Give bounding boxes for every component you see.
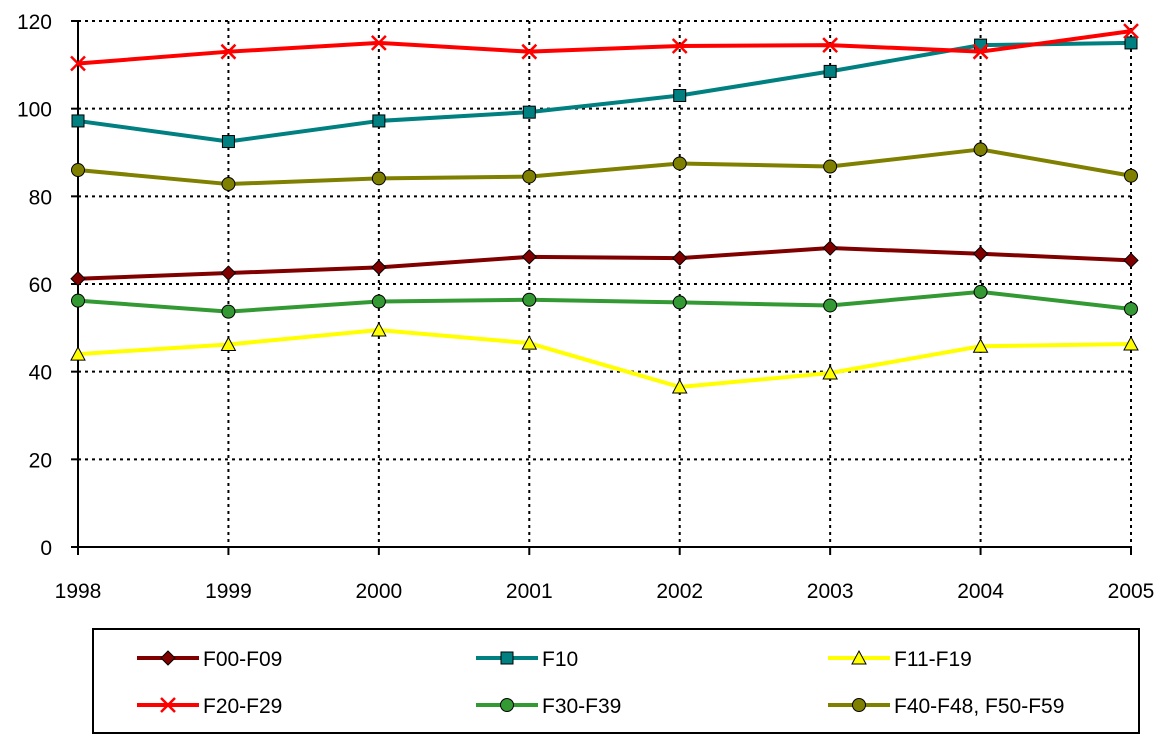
legend-entry-2: F11-F19 [828,648,972,671]
x-tick-label-1999: 1999 [205,580,252,603]
legend-marker-0 [160,650,176,666]
y-tick-label-0: 0 [40,537,52,560]
y-tick-label-80: 80 [29,186,52,209]
x-tick-label-2004: 2004 [957,580,1004,603]
legend-label-0: F00-F09 [203,648,282,671]
data-point-1-1 [221,135,235,149]
legend-entry-4: F30-F39 [476,695,621,718]
data-point-1-2 [372,114,386,128]
data-point-5-1 [221,177,236,192]
y-tick-label-100: 100 [17,99,52,122]
series-4 [71,284,1138,319]
data-point-4-0 [71,293,85,308]
series-line-2 [77,328,1132,390]
data-point-5-4 [672,156,687,171]
data-point-3-4 [671,38,688,54]
legend-marker-3 [160,697,176,713]
legend-entry-1: F10 [476,648,578,671]
data-point-2-1 [220,336,237,351]
y-tick-label-60: 60 [29,274,52,297]
data-point-1-5 [823,64,837,78]
data-point-2-4 [671,378,688,394]
data-point-3-1 [220,43,237,60]
series-line-4 [77,289,1132,314]
x-tick-label-2001: 2001 [506,580,553,603]
x-tick-label-1998: 1998 [55,580,102,603]
series-0 [70,240,1139,287]
data-point-3-0 [70,55,86,72]
data-point-5-6 [973,142,988,157]
data-point-4-5 [823,298,838,313]
data-point-4-7 [1124,301,1138,316]
legend-marker-1 [500,651,514,665]
legend-marker-2 [851,649,867,665]
data-point-5-5 [823,159,838,174]
legend-label-3: F20-F29 [203,695,282,718]
series-line-5 [77,147,1132,187]
data-point-3-7 [1123,23,1139,39]
tick-labels: 0 20 40 60 80 100 120 1998 1999 2000 2001 2002 2003 2… [17,11,1154,603]
data-point-0-3 [521,249,537,265]
x-tick-label-2005: 2005 [1108,580,1155,603]
y-tick-label-40: 40 [29,362,52,385]
chart-grid [78,20,1132,547]
series-line-3 [77,29,1132,66]
data-point-5-3 [522,169,537,184]
data-point-2-2 [371,321,387,337]
data-point-5-0 [71,163,85,178]
data-point-4-3 [522,292,537,307]
y-tick-label-120: 120 [17,11,52,34]
x-tick-label-2003: 2003 [807,580,854,603]
data-point-2-7 [1123,335,1139,351]
y-tick-label-20: 20 [29,449,52,472]
data-point-2-5 [822,364,838,380]
data-point-0-0 [70,271,86,287]
data-point-4-4 [672,295,687,310]
data-point-2-0 [70,346,86,361]
legend-label-5: F40-F48, F50-F59 [894,695,1064,718]
legend: F00-F09 F10 F11-F19 F20-F29 F30-F39 F40-F48, … [92,628,1140,734]
data-point-1-0 [71,114,85,128]
data-point-3-3 [521,43,538,60]
data-point-0-6 [972,246,989,262]
data-point-1-4 [673,89,687,103]
data-point-3-6 [972,43,989,60]
data-point-2-3 [521,335,538,350]
data-point-3-2 [370,35,387,51]
data-point-5-2 [371,171,386,186]
chart-axes [71,20,1132,555]
data-point-5-7 [1124,168,1138,183]
legend-box [92,628,1140,734]
series-line-0 [77,246,1132,281]
data-point-1-7 [1124,36,1138,50]
series-3 [70,23,1139,72]
legend-marker-5 [852,698,866,712]
legend-entry-3: F20-F29 [137,695,282,718]
legend-entry-0: F00-F09 [137,648,282,671]
data-point-0-1 [220,265,237,281]
data-point-4-2 [371,294,386,309]
legend-marker-4 [500,698,514,712]
data-point-0-7 [1123,252,1139,269]
x-tick-label-2002: 2002 [656,580,703,603]
series-5 [71,142,1138,192]
data-point-1-3 [522,105,536,119]
legend-label-4: F30-F39 [542,695,621,718]
data-point-4-1 [221,304,236,319]
x-tick-label-2000: 2000 [355,580,402,603]
legend-label-1: F10 [542,648,578,671]
series-2 [70,321,1139,394]
data-point-3-5 [822,37,839,53]
data-point-4-6 [973,284,988,299]
data-point-0-4 [672,250,688,266]
chart-series [70,23,1139,394]
data-point-0-5 [822,240,838,256]
legend-label-2: F11-F19 [894,648,972,671]
legend-entry-5: F40-F48, F50-F59 [828,695,1064,718]
data-point-2-6 [972,338,989,353]
data-point-0-2 [371,259,387,276]
